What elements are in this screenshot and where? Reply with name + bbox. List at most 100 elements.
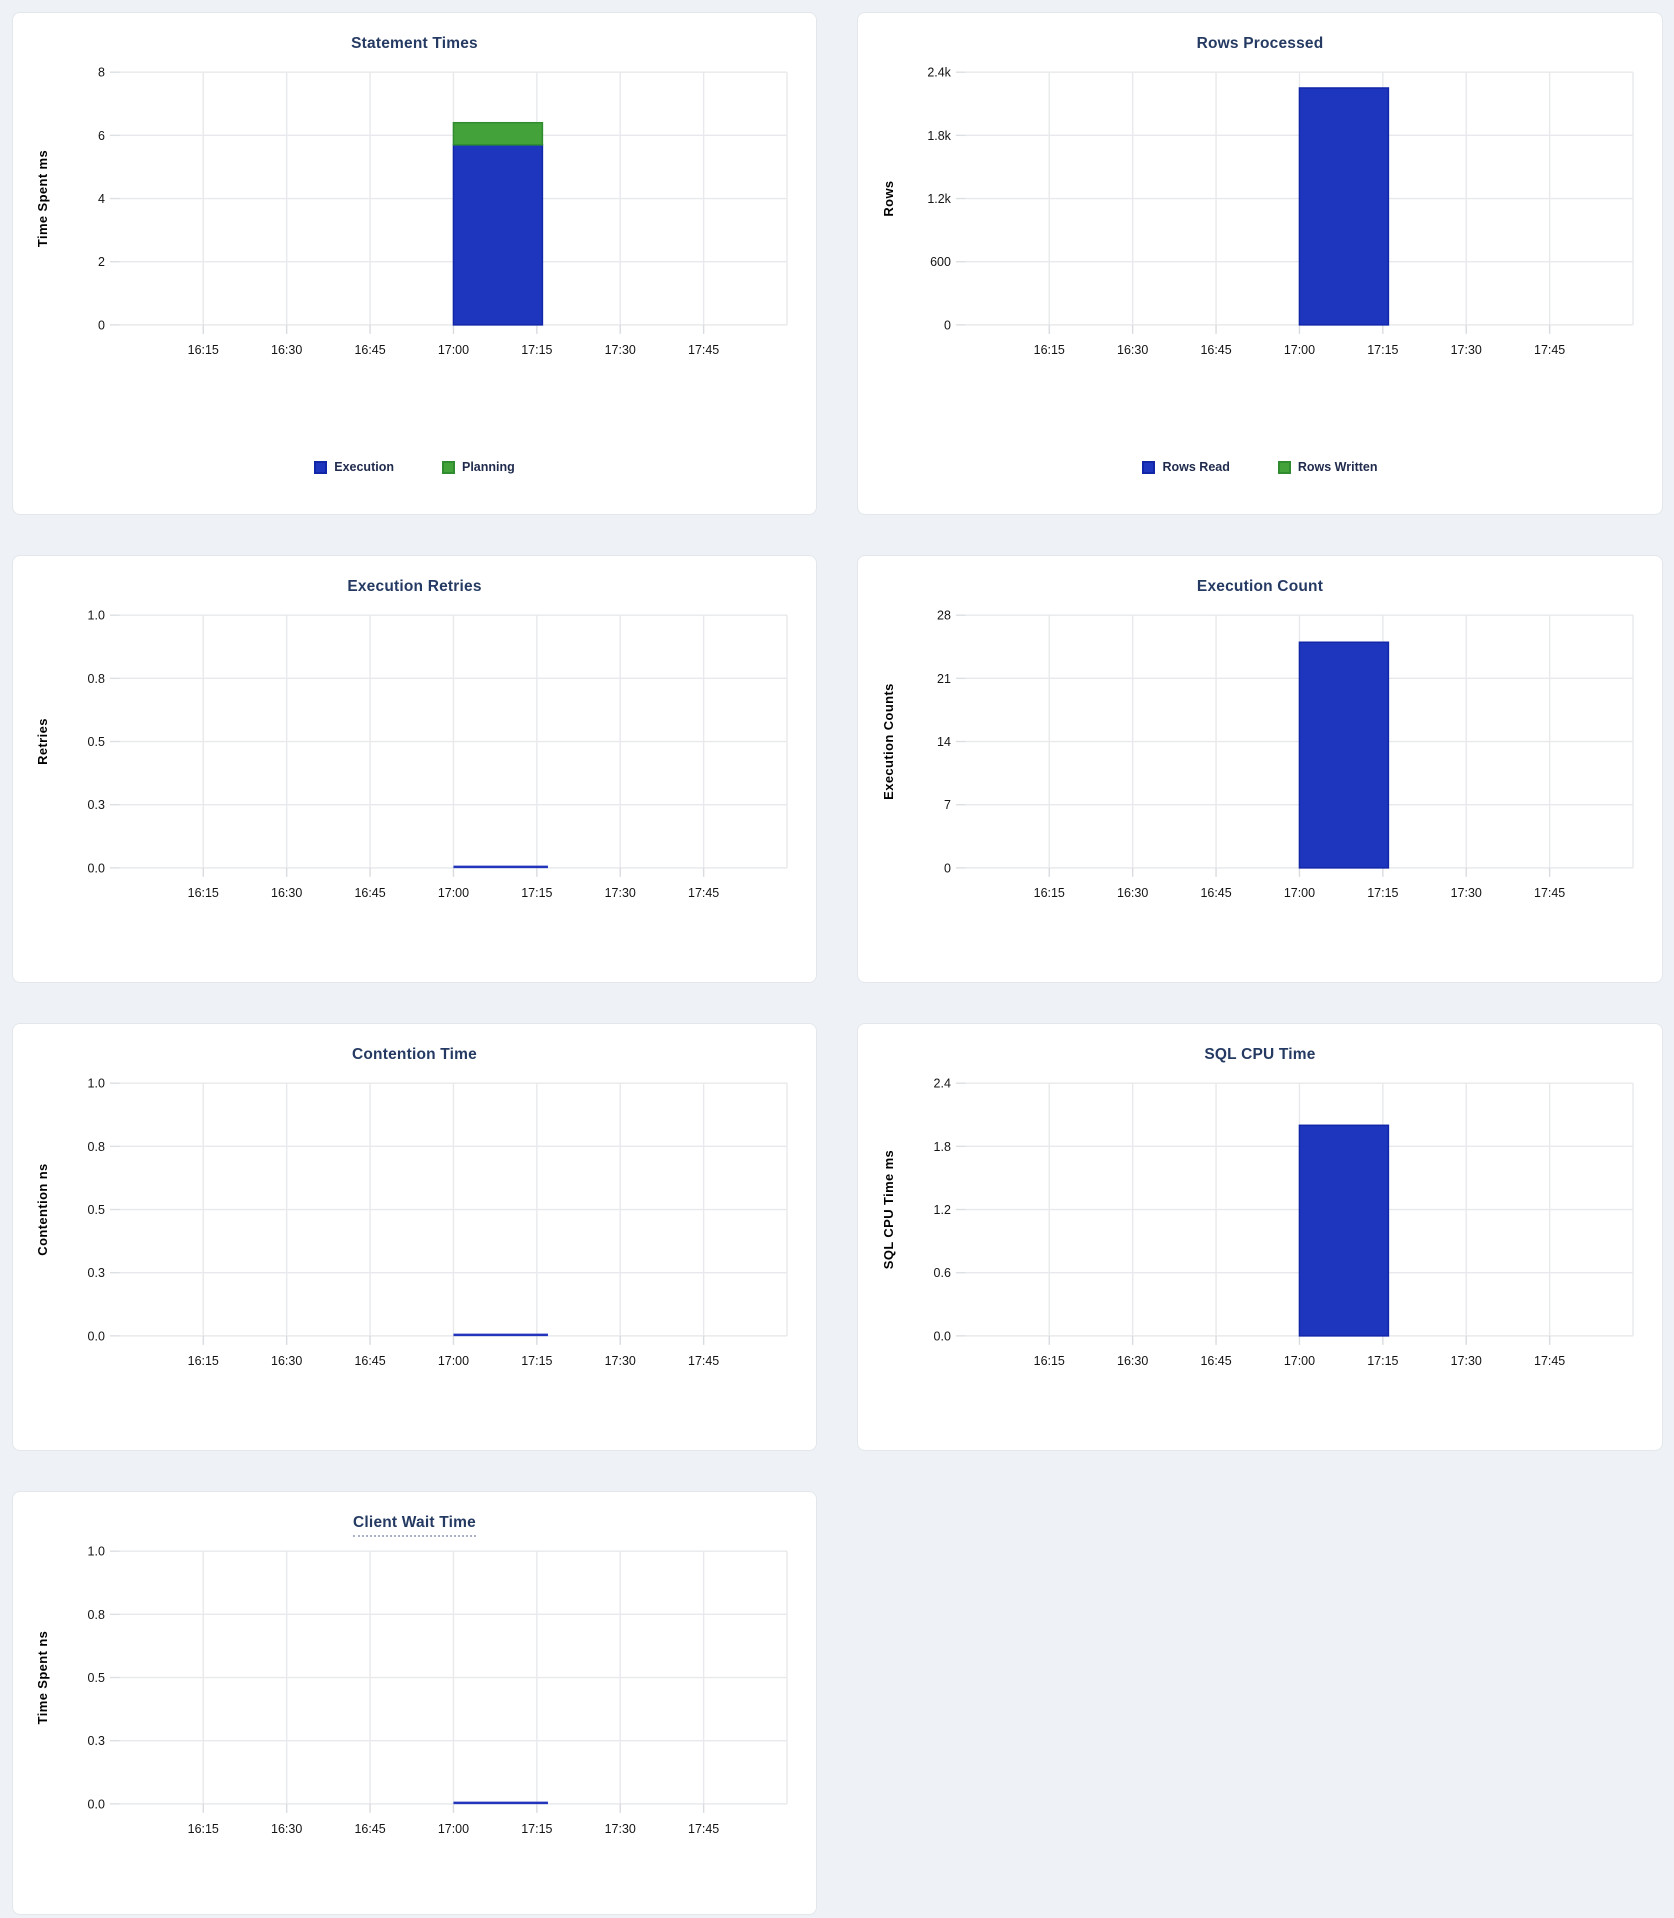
svg-text:4: 4 [98, 192, 105, 206]
chart-title-statement-times: Statement Times [351, 35, 478, 52]
svg-text:Rows: Rows [880, 180, 895, 216]
svg-text:16:30: 16:30 [271, 343, 302, 357]
svg-text:16:45: 16:45 [354, 343, 385, 357]
svg-text:1.2: 1.2 [933, 1203, 950, 1217]
svg-text:Retries: Retries [35, 718, 50, 765]
svg-text:16:30: 16:30 [1117, 1354, 1148, 1368]
planning-legend-swatch [441, 460, 455, 474]
chart-card-execution-retries: Execution Retries 0.0 0.3 0.5 0.8 1.0 16:15 16… [12, 555, 817, 983]
execution-count-chart: 0 7 14 21 28 16:15 16:30 16:45 17:00 17:15 17:30 17… [880, 609, 1634, 900]
svg-text:16:45: 16:45 [354, 1354, 385, 1368]
svg-text:17:45: 17:45 [1534, 1354, 1565, 1368]
contention-time-chart: 0.0 0.3 0.5 0.8 1.0 16:15 16:30 16:45 17:00 17:15… [35, 1077, 788, 1368]
svg-text:17:45: 17:45 [688, 343, 719, 357]
svg-text:2.4k: 2.4k [927, 66, 951, 80]
svg-text:16:30: 16:30 [1117, 886, 1148, 900]
svg-text:0.6: 0.6 [933, 1266, 950, 1280]
execution-legend-swatch [314, 460, 328, 474]
svg-text:600: 600 [930, 255, 951, 269]
svg-text:17:00: 17:00 [438, 1822, 469, 1836]
svg-text:16:15: 16:15 [1033, 886, 1064, 900]
chart-title-execution-count: Execution Count [1196, 578, 1324, 595]
chart-title-client-wait-time: Client Wait Time [353, 1514, 476, 1537]
svg-text:Contention ns: Contention ns [35, 1163, 50, 1255]
svg-text:17:30: 17:30 [605, 1822, 636, 1836]
svg-text:1.8k: 1.8k [927, 129, 951, 143]
svg-text:0.8: 0.8 [88, 672, 105, 686]
svg-text:17:30: 17:30 [605, 343, 636, 357]
svg-text:17:30: 17:30 [605, 1354, 636, 1368]
svg-text:17:00: 17:00 [438, 343, 469, 357]
svg-text:2: 2 [98, 255, 105, 269]
svg-text:Time Spent ms: Time Spent ms [35, 150, 50, 247]
svg-text:0.8: 0.8 [88, 1608, 105, 1622]
svg-text:17:30: 17:30 [1450, 1354, 1481, 1368]
svg-text:0.0: 0.0 [88, 1797, 105, 1811]
svg-text:0.3: 0.3 [88, 1734, 105, 1748]
svg-text:1.0: 1.0 [88, 609, 105, 623]
svg-text:7: 7 [943, 798, 950, 812]
chart-title-sql-cpu-time: SQL CPU Time [1204, 1046, 1316, 1063]
client-wait-time-tooltip-trigger[interactable]: Client Wait Time [353, 1514, 476, 1537]
svg-text:16:15: 16:15 [188, 1822, 219, 1836]
svg-text:17:15: 17:15 [521, 886, 552, 900]
svg-text:17:00: 17:00 [438, 1354, 469, 1368]
svg-text:16:15: 16:15 [188, 886, 219, 900]
svg-text:17:15: 17:15 [1367, 343, 1398, 357]
rows-processed-chart: 0 600 1.2k 1.8k 2.4k 16:15 16:30 16:45 17:00 17:1… [880, 66, 1634, 357]
svg-text:17:15: 17:15 [521, 343, 552, 357]
statement-times-chart: 0 2 4 6 8 16:15 16:30 16:45 17:00 17:15 17:30 17:45… [35, 66, 788, 357]
svg-text:17:00: 17:00 [438, 886, 469, 900]
svg-text:0: 0 [943, 861, 950, 875]
client-wait-time-chart: 0.0 0.3 0.5 0.8 1.0 16:15 16:30 16:45 17:00 17:15… [35, 1545, 788, 1836]
chart-card-rows-processed: Rows Processed 0 600 1.2k 1.8k 2.4k 16:15 16:3… [857, 12, 1663, 515]
rows-read-legend-swatch [1142, 460, 1156, 474]
svg-text:16:30: 16:30 [1117, 343, 1148, 357]
chart-card-contention-time: Contention Time 0.0 0.3 0.5 0.8 1.0 16:15 16:3… [12, 1023, 817, 1451]
svg-text:0.3: 0.3 [88, 798, 105, 812]
legend-item-rows-read: Rows Read [1142, 460, 1230, 474]
chart-card-client-wait-time: Client Wait Time 0.0 0.3 0.5 0.8 1.0 16:15 16:… [12, 1491, 817, 1915]
svg-text:0.5: 0.5 [88, 1203, 105, 1217]
svg-text:17:30: 17:30 [605, 886, 636, 900]
svg-text:16:45: 16:45 [1200, 343, 1231, 357]
svg-text:16:30: 16:30 [271, 1354, 302, 1368]
svg-text:17:45: 17:45 [688, 1822, 719, 1836]
chart-title-rows-processed: Rows Processed [1196, 35, 1324, 52]
svg-text:17:15: 17:15 [521, 1822, 552, 1836]
svg-text:16:15: 16:15 [1033, 343, 1064, 357]
svg-text:17:15: 17:15 [521, 1354, 552, 1368]
svg-text:17:15: 17:15 [1367, 1354, 1398, 1368]
svg-text:17:30: 17:30 [1450, 886, 1481, 900]
chart-card-execution-count: Execution Count 0 7 14 21 28 16:15 16:30 16:45 1… [857, 555, 1663, 983]
svg-text:0.0: 0.0 [933, 1329, 950, 1343]
svg-text:16:30: 16:30 [271, 1822, 302, 1836]
svg-text:17:15: 17:15 [1367, 886, 1398, 900]
svg-text:1.2k: 1.2k [927, 192, 951, 206]
chart-card-sql-cpu-time: SQL CPU Time 0.0 0.6 1.2 1.8 2.4 16:15 16:30 16… [857, 1023, 1663, 1451]
svg-text:0.5: 0.5 [88, 735, 105, 749]
rows-written-legend-swatch [1277, 460, 1291, 474]
svg-text:0.8: 0.8 [88, 1140, 105, 1154]
svg-text:0.5: 0.5 [88, 1671, 105, 1685]
legend-item-planning: Planning [441, 460, 515, 474]
svg-text:16:15: 16:15 [1033, 1354, 1064, 1368]
rows-processed-legend: Rows Read Rows Written [1142, 460, 1378, 474]
empty-grid-cell [857, 1491, 1663, 1915]
svg-text:0.3: 0.3 [88, 1266, 105, 1280]
svg-text:16:45: 16:45 [354, 886, 385, 900]
execution-retries-chart: 0.0 0.3 0.5 0.8 1.0 16:15 16:30 16:45 17:00 17:15… [35, 609, 788, 900]
svg-text:1.8: 1.8 [933, 1140, 950, 1154]
chart-card-statement-times: Statement Times 0 2 4 6 8 16:15 16:30 16:45 17:0… [12, 12, 817, 515]
svg-text:0.0: 0.0 [88, 1329, 105, 1343]
svg-text:28: 28 [937, 609, 951, 623]
legend-label-rows-read: Rows Read [1162, 460, 1230, 474]
svg-text:17:45: 17:45 [1534, 343, 1565, 357]
svg-text:17:45: 17:45 [1534, 886, 1565, 900]
svg-text:1.0: 1.0 [88, 1077, 105, 1091]
svg-text:14: 14 [937, 735, 951, 749]
svg-text:16:30: 16:30 [271, 886, 302, 900]
legend-item-rows-written: Rows Written [1277, 460, 1378, 474]
svg-text:0.0: 0.0 [88, 861, 105, 875]
